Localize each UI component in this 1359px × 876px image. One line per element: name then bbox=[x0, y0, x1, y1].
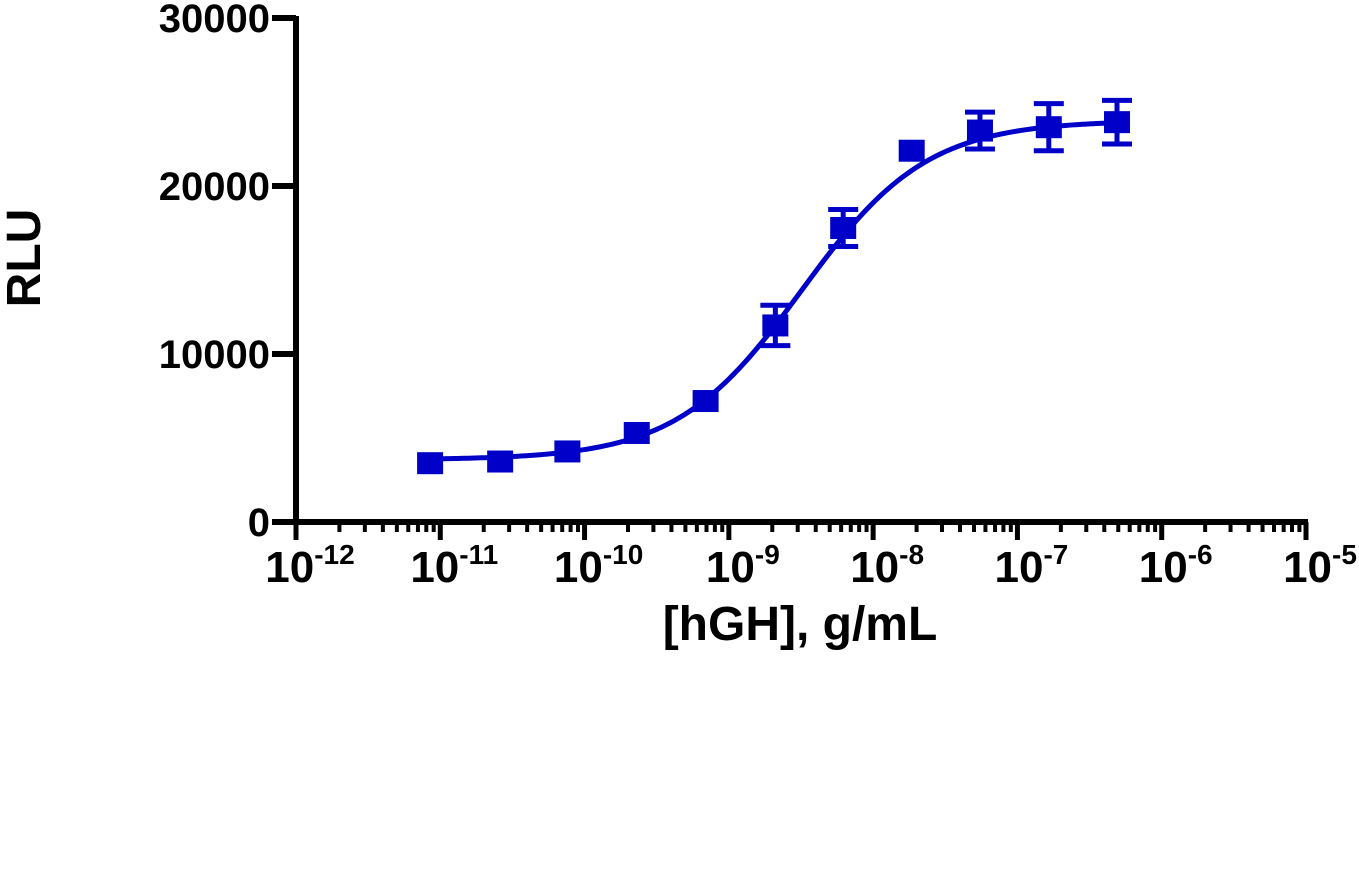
x-tick-label: 10-6 bbox=[1139, 539, 1213, 592]
x-tick-label-exponent: -11 bbox=[459, 539, 498, 570]
x-tick-label-exponent: -6 bbox=[1188, 539, 1213, 570]
x-tick-label-exponent: -8 bbox=[899, 539, 924, 570]
data-point bbox=[1035, 116, 1062, 139]
x-tick-label: 10-12 bbox=[265, 539, 354, 592]
x-tick-label: 10-7 bbox=[994, 539, 1068, 592]
x-tick-label-exponent: -12 bbox=[314, 539, 354, 570]
x-tick-label-exponent: -9 bbox=[755, 539, 780, 570]
data-point bbox=[487, 450, 514, 473]
data-point bbox=[830, 217, 857, 239]
data-point bbox=[1104, 111, 1131, 134]
y-axis: 0 10000 20000 30000 bbox=[159, 0, 299, 545]
x-tick-label-base: 10 bbox=[850, 543, 899, 592]
data-points bbox=[417, 97, 1133, 475]
data-point bbox=[417, 452, 444, 475]
x-tick-label: 10-11 bbox=[410, 539, 498, 592]
fit-curve bbox=[430, 120, 1118, 462]
x-tick-label-base: 10 bbox=[265, 543, 314, 592]
x-tick-label-base: 10 bbox=[554, 543, 603, 592]
x-tick-label: 10-5 bbox=[1283, 539, 1357, 592]
x-tick-label: 10-10 bbox=[554, 539, 643, 592]
data-point bbox=[554, 440, 581, 463]
y-tick-label: 0 bbox=[248, 501, 270, 545]
x-tick-label-base: 10 bbox=[994, 543, 1043, 592]
y-tick-label: 30000 bbox=[159, 0, 270, 41]
x-axis: 10-12 10-11 10-10 10-9 10-8 10-7 10-6 10-5 bbox=[265, 519, 1357, 592]
x-axis-label: [hGH], g/mL bbox=[663, 598, 938, 651]
x-tick-label-base: 10 bbox=[410, 543, 459, 592]
data-point bbox=[898, 139, 925, 162]
x-tick-label-base: 10 bbox=[706, 543, 755, 592]
data-point bbox=[623, 421, 650, 444]
data-point bbox=[692, 390, 719, 413]
fit-curve-group bbox=[430, 120, 1118, 462]
x-tick-label-base: 10 bbox=[1283, 543, 1332, 592]
data-point bbox=[762, 314, 789, 337]
y-tick-label: 10000 bbox=[159, 333, 270, 377]
x-tick-label: 10-9 bbox=[706, 539, 780, 592]
y-axis-label: RLU bbox=[0, 209, 51, 308]
data-point bbox=[966, 119, 993, 142]
x-tick-label: 10-8 bbox=[850, 539, 924, 592]
x-tick-label-exponent: -5 bbox=[1332, 539, 1357, 570]
y-tick-label: 20000 bbox=[159, 165, 270, 209]
x-tick-label-exponent: -10 bbox=[603, 539, 643, 570]
x-tick-label-exponent: -7 bbox=[1043, 539, 1068, 570]
x-tick-label-base: 10 bbox=[1139, 543, 1188, 592]
